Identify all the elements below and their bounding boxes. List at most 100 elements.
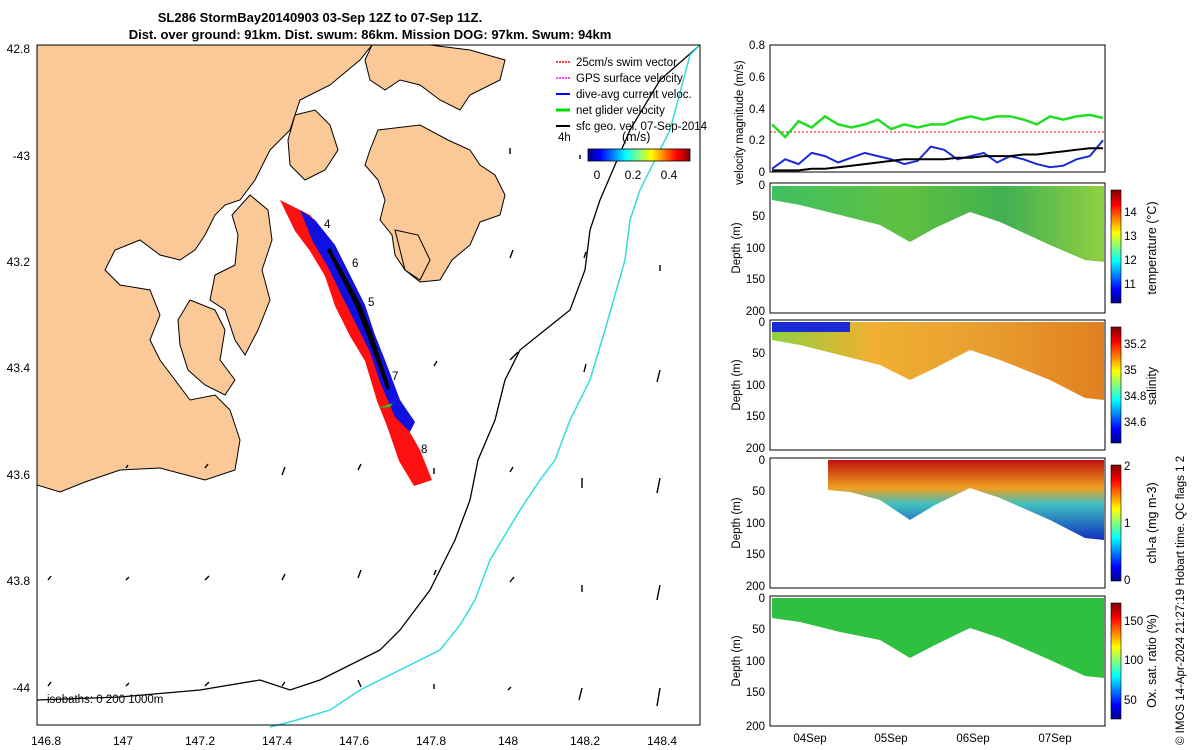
svg-text:147.8: 147.8: [416, 734, 446, 748]
svg-text:0.4: 0.4: [749, 104, 766, 116]
svg-text:05Sep: 05Sep: [874, 733, 907, 745]
svg-text:0: 0: [759, 593, 765, 605]
svg-text:50: 50: [752, 348, 765, 360]
footer-credit: © IMOS 14-Apr-2024 21:27:19 Hobart time.…: [1175, 456, 1187, 745]
svg-text:0: 0: [594, 168, 601, 182]
svg-text:2: 2: [1124, 461, 1130, 473]
depth-ylabels: Depth (m) Depth (m) Depth (m) Depth (m): [731, 222, 743, 686]
svg-text:-44: -44: [13, 681, 31, 695]
velocity-ylabel: velocity magnitude (m/s): [734, 60, 746, 185]
isobath-1000m: [269, 44, 701, 728]
svg-text:5: 5: [368, 297, 374, 309]
svg-text:150: 150: [746, 687, 765, 699]
svg-text:100: 100: [746, 380, 765, 392]
svg-text:150: 150: [746, 274, 765, 286]
chart-title-line2: Dist. over ground: 91km. Dist. swum: 86k…: [129, 27, 612, 42]
svg-text:147.2: 147.2: [185, 734, 215, 748]
velocity-series-1: [771, 139, 1104, 170]
svg-text:0: 0: [759, 167, 765, 179]
svg-text:50: 50: [1124, 695, 1137, 707]
svg-text:148: 148: [498, 734, 518, 748]
svg-text:147.4: 147.4: [262, 734, 292, 748]
svg-text:0.4: 0.4: [661, 168, 678, 182]
svg-text:13: 13: [1124, 231, 1137, 243]
svg-text:7: 7: [392, 371, 398, 383]
svg-text:0: 0: [759, 180, 765, 192]
svg-text:34.6: 34.6: [1124, 417, 1146, 429]
svg-text:146.8: 146.8: [31, 734, 61, 748]
oxygen-panel: [769, 595, 1122, 727]
colorbar-ticks: 11 12 13 14 34.6 34.8 35 35.2 0 1 2 50 1…: [1124, 207, 1146, 707]
colorbar-unit: (m/s): [622, 130, 650, 144]
svg-text:50: 50: [752, 624, 765, 636]
glider-track: [280, 200, 432, 486]
svg-text:04Sep: 04Sep: [793, 733, 826, 745]
svg-text:34.8: 34.8: [1124, 391, 1146, 403]
colorbar-labels: temperature (°C) salinity chl-a (mg m-3)…: [1145, 201, 1159, 708]
svg-text:chl-a (mg m-3): chl-a (mg m-3): [1145, 482, 1159, 563]
svg-text:6: 6: [352, 258, 358, 270]
svg-text:100: 100: [746, 518, 765, 530]
svg-text:dive-avg current veloc.: dive-avg current veloc.: [576, 89, 692, 101]
svg-text:200: 200: [746, 306, 765, 318]
svg-text:50: 50: [752, 486, 765, 498]
svg-text:4: 4: [324, 219, 331, 231]
svg-text:12: 12: [1124, 255, 1137, 267]
svg-text:35.2: 35.2: [1124, 339, 1146, 351]
time-ticks: 04Sep 05Sep 06Sep 07Sep: [793, 733, 1071, 745]
svg-text:1: 1: [1124, 518, 1130, 530]
depth-axes: 0 50 100 150 200 0 50 100 150 200 0 50 1…: [746, 180, 765, 733]
lat-ticks: 42.8 -43 43.2 43.4 43.6 43.8 -44: [7, 42, 31, 695]
sfc-geo-vectors: [47, 148, 661, 707]
svg-text:0.8: 0.8: [749, 40, 765, 52]
svg-text:100: 100: [746, 243, 765, 255]
salinity-panel: [769, 319, 1122, 451]
svg-text:11: 11: [1124, 279, 1136, 291]
svg-text:148.2: 148.2: [570, 734, 600, 748]
map-legend: 25cm/s swim vector GPS surface velocity …: [556, 57, 708, 133]
speed-colorbar: [587, 148, 691, 162]
svg-text:147: 147: [113, 734, 133, 748]
svg-text:Depth (m): Depth (m): [731, 359, 743, 410]
svg-text:-43: -43: [13, 149, 31, 163]
svg-text:42.8: 42.8: [7, 42, 31, 56]
velocity-series-0: [771, 113, 1104, 139]
temperature-panel: [769, 182, 1122, 314]
svg-text:43.8: 43.8: [7, 574, 31, 588]
svg-text:43.2: 43.2: [7, 255, 31, 269]
svg-text:200: 200: [746, 581, 765, 593]
svg-text:43.4: 43.4: [7, 361, 31, 375]
svg-text:Depth (m): Depth (m): [731, 497, 743, 548]
svg-text:200: 200: [746, 443, 765, 455]
svg-text:0.2: 0.2: [749, 135, 765, 147]
day-markers: 4 6 5 7 8: [324, 219, 427, 456]
chart-title-line1: SL286 StormBay20140903 03-Sep 12Z to 07-…: [158, 10, 482, 25]
time-label: 4h: [558, 132, 571, 144]
svg-text:0: 0: [759, 455, 765, 467]
velocity-lines: [771, 113, 1104, 172]
svg-text:43.6: 43.6: [7, 468, 31, 482]
svg-text:sfc geo. vel. 07-Sep-2014: sfc geo. vel. 07-Sep-2014: [576, 121, 708, 133]
velocity-panel: 0 0.2 0.4 0.6 0.8 velocity magnitude (m/…: [734, 40, 1106, 185]
svg-text:148.4: 148.4: [647, 734, 677, 748]
svg-text:14: 14: [1124, 207, 1137, 219]
svg-text:200: 200: [746, 721, 765, 733]
svg-text:35: 35: [1124, 365, 1137, 377]
svg-text:100: 100: [746, 656, 765, 668]
svg-text:150: 150: [746, 411, 765, 423]
svg-text:0: 0: [1124, 575, 1130, 587]
chla-panel: [769, 457, 1122, 589]
svg-text:06Sep: 06Sep: [956, 733, 989, 745]
isobath-label: isobaths: 0 200 1000m: [47, 694, 163, 706]
land-masses: [37, 45, 506, 493]
svg-text:salinity: salinity: [1145, 366, 1159, 405]
svg-text:150: 150: [1124, 616, 1143, 628]
svg-text:150: 150: [746, 549, 765, 561]
svg-text:0.6: 0.6: [749, 72, 765, 84]
svg-text:8: 8: [421, 444, 427, 456]
svg-text:147.6: 147.6: [339, 734, 369, 748]
isobath-200m: [36, 44, 701, 701]
svg-text:net glider velocity: net glider velocity: [576, 105, 665, 117]
svg-text:50: 50: [752, 211, 765, 223]
svg-text:25cm/s swim vector: 25cm/s swim vector: [576, 57, 677, 69]
